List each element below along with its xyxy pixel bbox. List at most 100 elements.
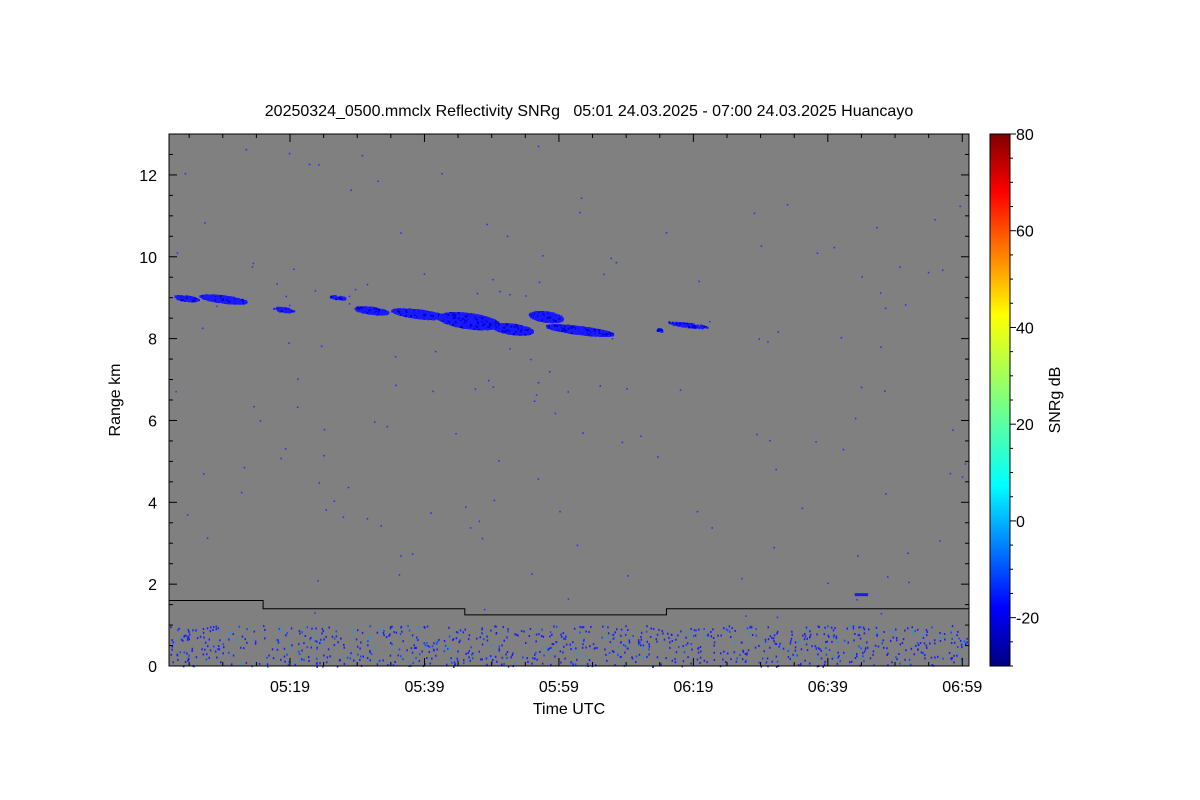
echo-pixel — [434, 312, 437, 315]
echo-pixel — [460, 312, 463, 315]
echo-pixel — [492, 320, 495, 323]
echo-pixel — [456, 314, 459, 317]
echo-pixel — [282, 308, 285, 311]
echo-pixel — [435, 314, 438, 317]
echo-pixel — [409, 309, 411, 311]
echo-pixel — [476, 321, 478, 324]
echo-pixel — [415, 312, 418, 315]
echo-pixel — [454, 319, 457, 322]
echo-pixel — [226, 301, 229, 303]
echo-pixel — [356, 309, 359, 312]
echo-pixel — [226, 299, 229, 302]
echo-pixel — [207, 294, 210, 297]
echo-pixel — [428, 311, 431, 314]
echo-pixel — [415, 309, 418, 312]
echo-pixel — [474, 323, 477, 326]
echo-pixel — [477, 321, 480, 324]
echo-pixel — [465, 313, 468, 316]
echo-pixel — [281, 306, 284, 309]
echo-pixel — [192, 299, 195, 302]
echo-pixel — [490, 322, 493, 325]
echo-pixel — [381, 310, 384, 313]
echo-pixel — [472, 314, 475, 317]
echo-pixel — [460, 318, 463, 320]
echo-pixel — [468, 315, 471, 318]
echo-pixel — [196, 297, 199, 300]
echo-pixel — [474, 315, 477, 318]
echo-pixel — [452, 312, 455, 315]
echo-pixel — [195, 299, 198, 302]
echo-pixel — [481, 317, 484, 319]
echo-pixel — [189, 298, 192, 301]
echo-pixel — [458, 314, 460, 317]
echo-pixel — [225, 296, 228, 299]
echo-pixel — [223, 296, 226, 299]
echo-pixel — [405, 309, 408, 312]
echo-pixel — [466, 321, 469, 323]
echo-pixel — [364, 309, 366, 311]
echo-pixel — [335, 298, 338, 300]
echo-pixel — [479, 327, 482, 330]
echo-pixel — [486, 320, 489, 323]
echo-pixel — [229, 302, 232, 305]
echo-pixel — [481, 326, 484, 329]
echo-pixel — [356, 306, 359, 309]
echo-pixel — [461, 323, 464, 326]
echo-pixel — [477, 323, 480, 326]
echo-pixel — [382, 309, 385, 312]
echo-pixel — [464, 315, 467, 318]
echo-pixel — [421, 312, 424, 315]
echo-pixel — [209, 298, 212, 300]
echo-pixel — [441, 315, 444, 318]
echo-pixel — [458, 324, 461, 327]
echo-pixel — [428, 314, 431, 317]
echo-pixel — [482, 327, 485, 330]
echo-pixel — [379, 310, 382, 313]
echo-pixel — [243, 300, 246, 302]
echo-pixel — [427, 313, 430, 316]
echo-pixel — [237, 300, 240, 303]
echo-pixel — [487, 324, 489, 327]
echo-pixel — [420, 314, 423, 317]
echo-pixel — [358, 307, 361, 310]
echo-pixel — [292, 310, 295, 313]
echo-pixel — [430, 315, 433, 317]
echo-pixel — [468, 322, 471, 325]
echo-pixel — [364, 311, 367, 314]
echo-pixel — [409, 312, 412, 315]
echo-pixel — [387, 312, 390, 315]
echo-pixel — [210, 295, 213, 298]
echo-pixel — [419, 309, 422, 312]
echo-pixel — [443, 313, 446, 316]
echo-pixel — [441, 319, 444, 322]
echo-pixel — [354, 308, 357, 311]
echo-pixel — [413, 309, 416, 312]
echo-pixel — [450, 317, 453, 320]
echo-pixel — [419, 312, 422, 315]
echo-pixel — [457, 320, 460, 323]
echo-pixel — [375, 313, 378, 316]
echo-pixel — [443, 320, 446, 323]
echo-pixel — [437, 314, 440, 317]
echo-pixel — [179, 298, 182, 300]
echo-pixel — [179, 295, 182, 298]
echo-pixel — [483, 320, 486, 323]
echo-pixel — [393, 310, 396, 313]
echo-pixel — [226, 298, 229, 301]
echo-pixel — [368, 307, 370, 310]
echo-pixel — [333, 295, 336, 297]
echo-pixel — [176, 295, 179, 298]
echo-pixel — [185, 296, 188, 299]
echo-pixel — [419, 317, 421, 320]
echo-pixel — [408, 311, 411, 314]
echo-pixel — [216, 300, 218, 303]
echo-pixel — [483, 325, 486, 328]
echo-pixel — [425, 316, 428, 319]
echo-pixel — [407, 309, 410, 312]
echo-pixel — [489, 322, 491, 325]
echo-pixel — [343, 296, 345, 299]
echo-pixel — [467, 324, 470, 327]
echo-pixel — [477, 327, 480, 329]
echo-pixel — [233, 302, 235, 305]
echo-pixel — [228, 299, 231, 302]
